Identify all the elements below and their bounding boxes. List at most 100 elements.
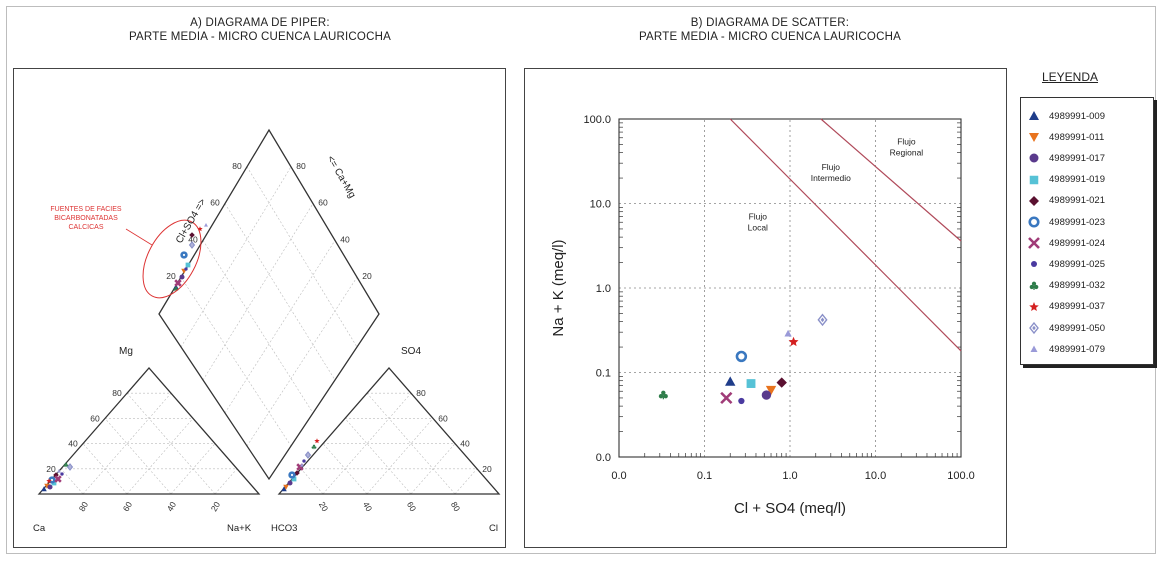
diamond-point [189,232,195,238]
grid-line [126,418,194,495]
piper-panel: 20 20 20 20 20 20 40 40 40 40 40 40 60 60 60 60 60 60 80 80… [13,68,506,548]
cation-point-core [69,465,71,469]
tick-label: 80 [449,500,463,513]
flow-boundary-line [729,118,962,352]
legend-label: 4989991-009 [1049,110,1105,122]
tick-label: 60 [405,500,419,513]
anion-point-shape [302,459,306,463]
tick-label: 40 [361,500,375,513]
legend-item: 4989991-021 [1027,191,1105,211]
data-point-lobe-left [658,393,664,399]
star-marker-icon [1029,301,1039,311]
cation-point-shape [60,472,64,476]
legend-label: 4989991-050 [1049,322,1105,334]
data-point [761,390,772,400]
data-point-shape [725,376,736,386]
cross-marker-icon [1028,237,1040,250]
grid-line [246,277,358,447]
data-point [817,313,828,327]
tick-label: 60 [210,198,220,208]
grid-line [224,203,336,381]
legend-label: 4989991-024 [1049,237,1105,249]
y-tick-label: 10.0 [590,199,611,211]
cation-point-shape [44,483,50,489]
data-point [788,336,799,347]
tick-label: 20 [46,464,56,474]
anion-point [281,486,287,492]
tick-label: 60 [90,413,100,423]
tick-label: 80 [232,161,242,171]
diamond-point-lobe-left [173,288,176,291]
diamond-point [179,274,185,280]
y-tick-label: 100.0 [583,114,611,126]
legend-marker-stem [1033,285,1035,290]
tick-label: 60 [318,198,328,208]
tick-label: 80 [112,388,122,398]
cation-point [57,469,61,473]
tick-label: 60 [121,500,135,513]
label-hco3: HCO3 [271,523,297,534]
tick-label: 80 [296,161,306,171]
data-point-shape [761,390,772,400]
anion-point-shape [314,438,320,444]
label-mg: Mg [119,346,133,357]
legend-label: 4989991-017 [1049,152,1105,164]
grid-line [180,166,292,348]
cation-point-shape [47,484,53,490]
x-tick-label: 10.0 [865,470,886,482]
cation-point [44,483,50,489]
data-point [720,391,733,405]
grid-line [60,468,84,495]
legend-label: 4989991-037 [1049,301,1105,313]
diamond-point [197,226,203,232]
anion-point [314,438,320,444]
data-point-shape [738,397,745,405]
legend-marker [1029,153,1039,163]
piper-title: A) DIAGRAMA DE PIPER: PARTE MEDIA - MICR… [40,16,480,44]
square-marker-icon [1029,175,1039,184]
data-point-lobe-right [663,393,668,399]
flow-boundary-line [820,118,962,242]
legend-marker-shape [1029,153,1039,163]
y-tick-label: 0.1 [596,368,611,380]
grid-line [454,468,478,495]
legend-label: 4989991-019 [1049,174,1105,186]
region-label: Flujo [749,211,768,221]
anion-point [304,451,312,459]
anion-point-lobe-right [314,446,317,449]
data-point [658,390,668,400]
data-point-shape [776,377,787,388]
data-point-shape [720,391,733,405]
cation-point-shape [53,472,59,478]
legend-marker [1031,261,1037,268]
triangle-down-marker-icon [1029,133,1039,143]
legend-box: 4989991-009 4989991-011 4989991-017 4989991… [1020,97,1154,365]
legend-marker-lobe-top [1031,281,1037,286]
grid-line [344,418,412,495]
diamond-point [174,279,182,287]
legend-marker-shape [1028,237,1040,250]
grid-line [82,443,128,495]
tick-label: 80 [77,500,91,513]
ring-marker-icon [1028,216,1040,228]
legend-item: 4989991-017 [1027,148,1105,168]
data-point [738,397,745,405]
anion-point-lobe-left [311,446,314,449]
x-tick-label: 1.0 [782,470,797,482]
legend-label: 4989991-079 [1049,343,1105,355]
cation-point [48,476,56,484]
tick-label: 40 [165,500,179,513]
piper-outlines [37,128,501,495]
circle-marker-icon [1029,153,1039,163]
scatter-title-line1: B) DIAGRAMA DE SCATTER: [690,17,850,29]
tick-label: 20 [209,500,223,513]
diamond-point-shape [180,251,188,259]
anion-point [291,476,297,482]
diamond-point-core [191,243,193,247]
anion-point [288,471,296,479]
tick-label: 20 [166,271,176,281]
data-point [746,379,756,388]
legend-marker [1030,345,1038,353]
diamond-point-shape [174,279,182,287]
tick-label: 20 [362,271,372,281]
